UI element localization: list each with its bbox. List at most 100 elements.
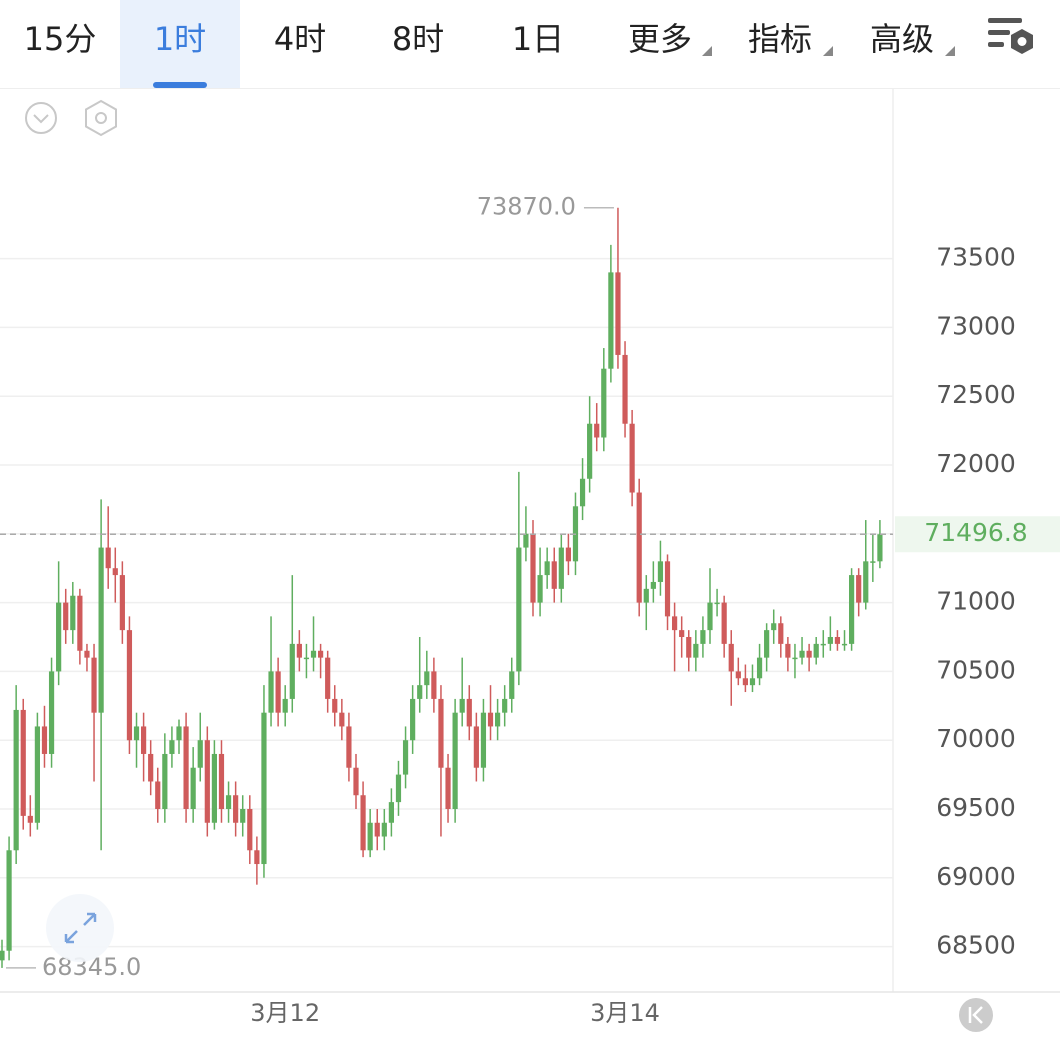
candle-body [523,533,529,548]
candle-body [289,643,295,699]
candle-body [707,602,713,631]
candle-body [452,712,458,809]
settings-icon[interactable] [988,18,1033,54]
candle-body [742,678,748,686]
expand-button[interactable] [46,894,114,962]
candle-body [728,643,734,672]
y-tick-label: 69500 [936,793,1016,822]
tab[interactable]: 8时 [391,20,445,58]
candle-body [516,547,522,672]
candle-body [643,588,649,603]
y-tick-label: 72000 [936,449,1016,478]
candle-body [735,671,741,679]
candle-body [183,726,189,809]
collapse-chevron [33,114,49,124]
active-tab-bg [120,0,240,88]
y-tick-label: 68500 [936,931,1016,960]
candle-body [509,671,515,699]
tab[interactable]: 高级 [869,20,935,58]
candle-body [410,698,416,741]
candle-body [424,671,430,686]
candle-body [339,712,345,727]
candle-body [190,767,196,809]
candle-body [176,726,182,741]
candle-body [225,795,232,809]
candle-body [679,630,685,638]
settings-button-dot [95,112,107,124]
candle-body [849,575,855,644]
tab[interactable]: 1时 [153,20,207,58]
candle-body [813,643,819,658]
candle-body [367,822,373,851]
candle-body [834,637,841,644]
candle-body [495,712,501,727]
candle-body [863,561,869,603]
candle-body [133,726,140,741]
candle-body [544,561,550,576]
candle-body [282,698,288,713]
candle-body [417,685,423,699]
y-tick-label: 71000 [936,587,1016,616]
expand-icon [64,912,97,944]
chart: 6850069000695007000070500710007150072000… [0,88,1060,1032]
candle-body [664,561,671,617]
candle-body [395,774,402,803]
dropdown-arrow [823,46,833,56]
candle-body [827,637,833,644]
candle-body [587,423,593,479]
candle-body [756,657,763,679]
candle-body [310,650,317,658]
candle-body [261,712,267,865]
candle-body [303,657,310,660]
tab[interactable]: 1日 [511,20,565,58]
candle-body [63,602,69,631]
candle-body [148,753,154,782]
candle-body [650,581,656,589]
candle-body [502,698,508,713]
candle-body [445,767,451,809]
y-tick-label: 69000 [936,862,1016,891]
candle-body [480,712,487,768]
candle-body [70,595,76,631]
candle-body [594,423,600,438]
settings-button[interactable] [85,99,117,137]
candle-body [13,709,19,851]
y-tick-label: 72500 [936,380,1016,409]
candle-body [785,643,791,658]
candle-body [820,643,826,646]
candle-body [41,726,48,754]
candle-body [318,650,324,658]
candle-body [126,630,133,741]
candle-body [792,657,798,660]
candle-body [615,272,621,355]
tab[interactable]: 指标 [747,20,813,58]
candle-body [438,698,444,768]
candle-body [332,698,338,713]
candle-body [537,575,543,603]
y-tick-label: 70500 [936,655,1016,684]
candle-body [629,423,635,493]
candle-body [162,753,168,809]
candle-body [749,678,756,686]
candle-body [204,740,210,823]
tab[interactable]: 15分 [23,20,97,58]
candle-body [346,726,352,768]
candle-body [112,568,118,576]
collapse-button[interactable] [25,102,57,134]
candle-body [218,753,225,809]
y-tick-label: 70000 [936,724,1016,753]
candle-body [530,533,536,603]
y-tick-label: 73500 [936,243,1016,272]
candle-body [254,850,260,865]
candle-body [714,602,720,605]
candle-body [77,595,83,651]
candle-body [0,950,5,961]
tab[interactable]: 更多 [627,20,693,58]
tab[interactable]: 4时 [273,20,327,58]
candle-body [325,657,331,699]
candle-body [686,637,692,658]
scroll-end-button[interactable] [959,998,993,1032]
x-tick-label: 3月12 [250,999,320,1027]
candle-body [381,822,387,837]
